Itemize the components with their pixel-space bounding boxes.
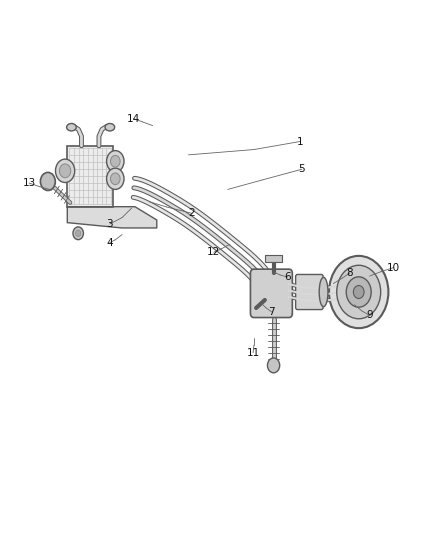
Polygon shape xyxy=(67,207,157,228)
FancyBboxPatch shape xyxy=(251,269,292,318)
Text: 7: 7 xyxy=(268,306,275,317)
Circle shape xyxy=(106,151,124,172)
Text: 1: 1 xyxy=(297,136,303,147)
Ellipse shape xyxy=(319,277,328,306)
Circle shape xyxy=(106,168,124,189)
Text: 10: 10 xyxy=(387,263,400,272)
Text: 6: 6 xyxy=(285,272,291,282)
Text: 5: 5 xyxy=(299,164,305,174)
Text: 12: 12 xyxy=(207,247,220,257)
FancyBboxPatch shape xyxy=(296,274,323,310)
FancyBboxPatch shape xyxy=(265,255,283,262)
Text: 8: 8 xyxy=(346,268,353,278)
Text: 2: 2 xyxy=(189,208,195,219)
Circle shape xyxy=(337,265,381,319)
Circle shape xyxy=(110,173,120,184)
Ellipse shape xyxy=(67,124,76,131)
Text: 4: 4 xyxy=(106,238,113,247)
Circle shape xyxy=(353,286,364,298)
Circle shape xyxy=(73,227,83,240)
Circle shape xyxy=(110,156,120,167)
Text: 13: 13 xyxy=(22,178,36,188)
Circle shape xyxy=(56,159,75,182)
Circle shape xyxy=(329,256,389,328)
Text: 14: 14 xyxy=(127,114,141,124)
Circle shape xyxy=(268,358,280,373)
Circle shape xyxy=(40,172,55,190)
Circle shape xyxy=(76,230,81,237)
Text: 11: 11 xyxy=(247,348,260,358)
Circle shape xyxy=(60,164,71,177)
Circle shape xyxy=(346,277,371,307)
Ellipse shape xyxy=(105,124,115,131)
Text: 3: 3 xyxy=(106,219,113,229)
Text: 9: 9 xyxy=(366,310,373,320)
FancyBboxPatch shape xyxy=(67,146,113,207)
